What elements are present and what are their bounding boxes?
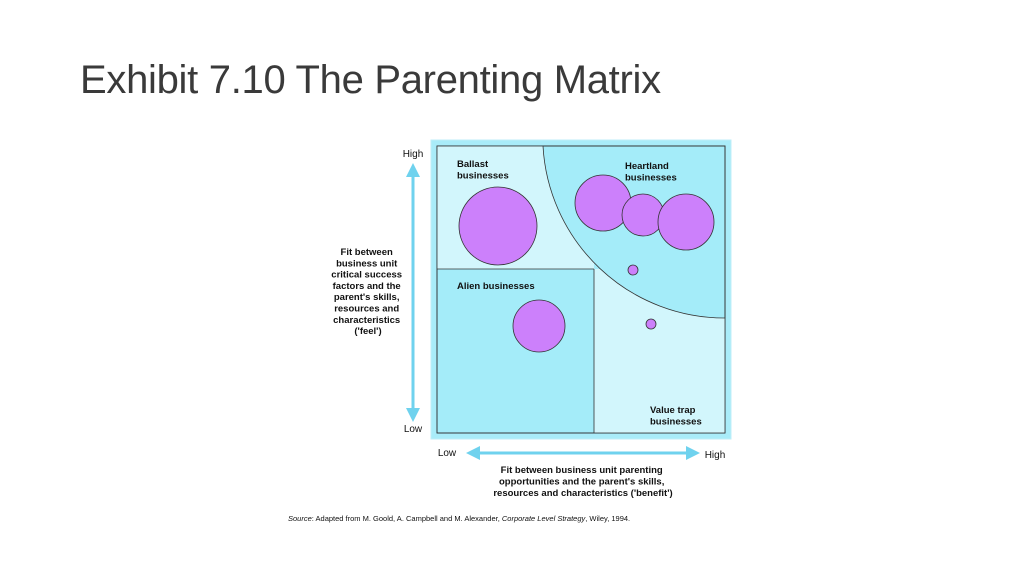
- source-prefix: Source: [288, 514, 312, 523]
- x-axis-low-label: Low: [438, 448, 457, 459]
- y-axis-title: Fit between business unit critical succe…: [331, 247, 404, 337]
- heartland-circle-1: [574, 174, 632, 232]
- ballast-business-circle: [458, 186, 538, 266]
- y-axis-low-label: Low: [404, 424, 423, 435]
- heartland-circle-3: [657, 193, 715, 251]
- alien-label: Alien businesses: [457, 281, 535, 292]
- x-axis-arrow: [466, 446, 700, 460]
- heartland-small-circle: [627, 264, 639, 276]
- source-text-2: , Wiley, 1994.: [585, 514, 631, 523]
- alien-business-circle: [512, 299, 566, 353]
- slide-title: Exhibit 7.10 The Parenting Matrix: [80, 58, 661, 102]
- value-trap-small-circle: [645, 318, 657, 330]
- y-axis-arrow: [406, 163, 420, 422]
- x-axis-high-label: High: [705, 450, 726, 461]
- y-axis-high-label: High: [403, 149, 424, 160]
- source-text-1: : Adapted from M. Goold, A. Campbell and…: [311, 514, 502, 523]
- x-axis-title: Fit between business unit parenting oppo…: [493, 465, 672, 499]
- ballast-label: Ballast businesses: [457, 159, 509, 182]
- value-trap-label: Value trap businesses: [650, 405, 702, 428]
- source-book-title: Corporate Level Strategy: [501, 514, 586, 523]
- heartland-label: Heartland businesses: [625, 161, 677, 184]
- source-citation: Source: Adapted from M. Goold, A. Campbe…: [288, 514, 630, 523]
- heartland-circle-2: [621, 193, 665, 237]
